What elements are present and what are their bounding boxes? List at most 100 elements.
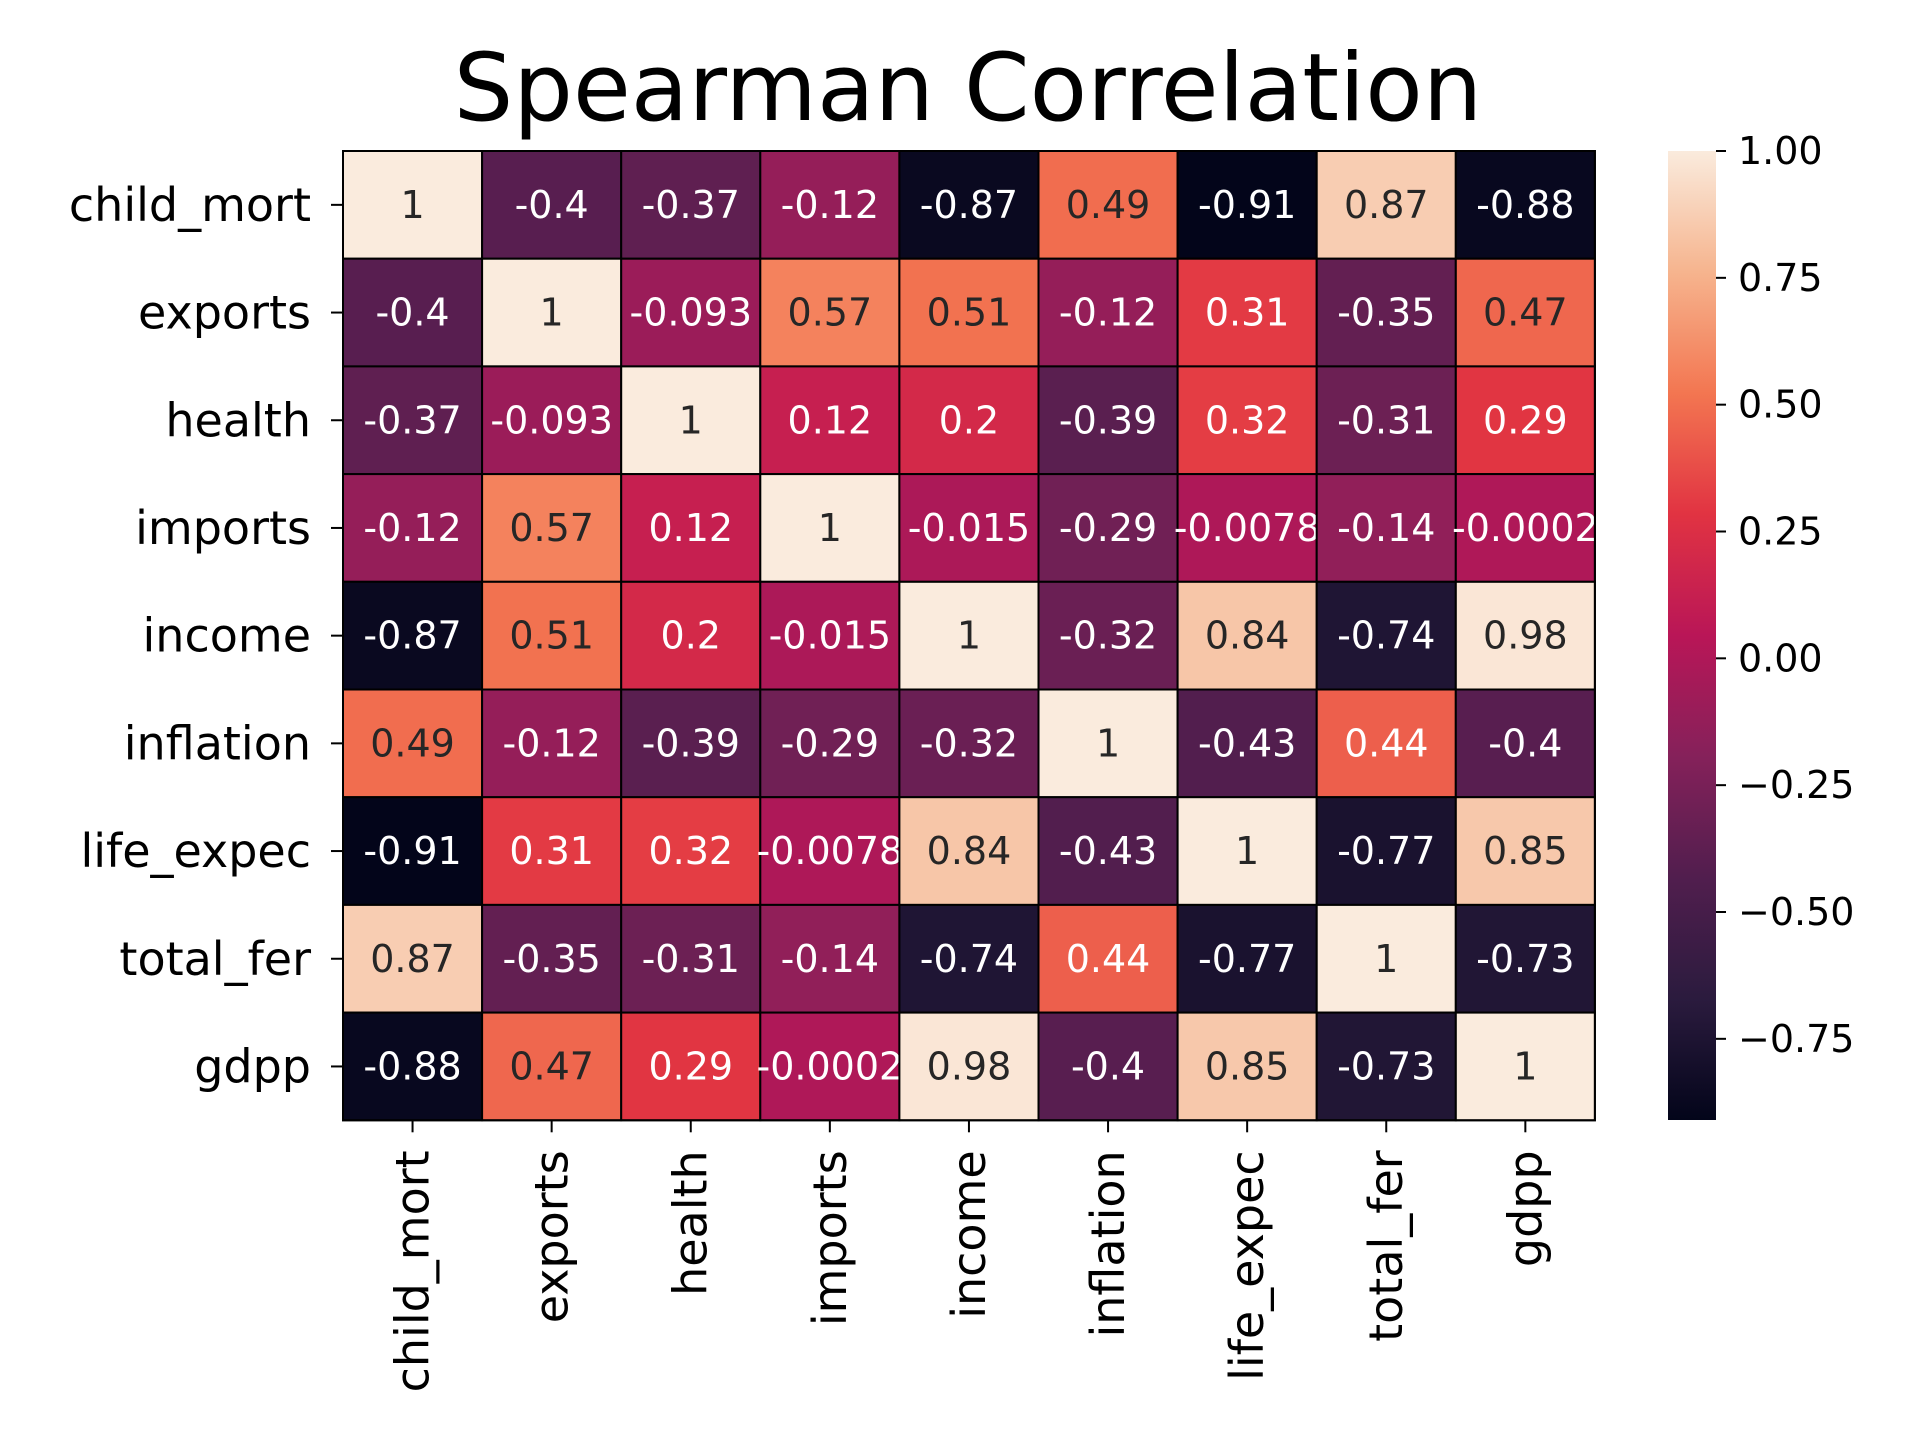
x-tick-label: income (942, 1150, 996, 1318)
y-tick-label: inflation (124, 716, 311, 770)
heatmap-cell (1315, 257, 1457, 368)
y-tick-label: gdpp (194, 1039, 311, 1093)
cell-value-label: 1 (1096, 721, 1120, 765)
heatmap-cell (481, 688, 623, 799)
colorbar: 1.00 0.75 0.50 0.25 0.00 −0.25 −0.50 −0.75 (1668, 129, 1854, 1120)
cell-value-label: -0.88 (1476, 183, 1574, 227)
y-tick-label: income (143, 609, 311, 663)
heatmap-cell (481, 796, 623, 906)
cell-value-label: 0.84 (1205, 614, 1290, 658)
cell-value-label: 0.85 (1483, 829, 1568, 873)
heatmap-cell (759, 580, 901, 691)
y-tick-label: child_mort (69, 178, 311, 232)
heatmap-cell (342, 796, 484, 906)
colorbar-tick-label: 0.00 (1738, 636, 1823, 680)
heatmap-cell (1454, 257, 1596, 368)
heatmap-cell (759, 903, 901, 1014)
heatmap-cell (1176, 365, 1318, 476)
cell-value-label: -0.015 (769, 614, 892, 658)
cell-value-label: -0.77 (1337, 829, 1435, 873)
x-tick-label: gdpp (1498, 1150, 1552, 1267)
heatmap-cell (342, 580, 484, 691)
cell-value-label: -0.74 (920, 937, 1018, 981)
heatmap-cell (481, 150, 623, 260)
cell-value-label: -0.12 (781, 183, 879, 227)
y-tick-label: total_fer (119, 932, 311, 986)
heatmap-cell (1176, 903, 1318, 1014)
colorbar-ticks: 1.00 0.75 0.50 0.25 0.00 −0.25 −0.50 −0.75 (1716, 129, 1854, 1061)
heatmap-cell (1176, 796, 1318, 906)
cell-value-label: 0.44 (1344, 721, 1429, 765)
cell-value-label: 0.57 (788, 291, 873, 335)
cell-value-label: 0.31 (509, 829, 594, 873)
cell-value-label: 0.49 (1066, 183, 1151, 227)
cell-value-label: 0.57 (509, 506, 594, 550)
x-tick-label: child_mort (386, 1150, 440, 1392)
cell-value-label: -0.35 (502, 937, 600, 981)
cell-value-label: 1 (957, 614, 981, 658)
heatmap-cells: 1 -0.4 -0.37 -0.12 -0.87 0.49 -0.91 0.87 -0.88 -0… (342, 150, 1599, 1122)
cell-value-label: 0.2 (661, 614, 721, 658)
heatmap-cell (342, 473, 484, 583)
heatmap-cell (620, 365, 762, 476)
colorbar-tick-label: −0.25 (1738, 763, 1854, 807)
cell-value-label: -0.87 (363, 614, 461, 658)
cell-value-label: -0.77 (1198, 937, 1296, 981)
cell-value-label: 1 (818, 506, 842, 550)
cell-value-label: 0.32 (1205, 398, 1290, 442)
cell-value-label: -0.32 (1059, 614, 1157, 658)
heatmap-cell (1037, 580, 1179, 691)
cell-value-label: 0.2 (939, 398, 999, 442)
x-axis: child_mort exports health imports income infl… (386, 1120, 1552, 1392)
heatmap-cell (620, 903, 762, 1014)
heatmap-cell (759, 688, 901, 799)
cell-value-label: 1 (400, 183, 424, 227)
cell-value-label: 0.29 (648, 1044, 733, 1088)
heatmap-cell (1037, 1011, 1179, 1122)
heatmap-cell (1454, 473, 1596, 583)
cell-value-label: -0.4 (515, 183, 589, 227)
heatmap-cell (1037, 150, 1179, 260)
y-tick-label: life_expec (80, 824, 311, 878)
cell-value-label: -0.093 (630, 291, 753, 335)
cell-value-label: -0.29 (1059, 506, 1157, 550)
cell-value-label: 0.98 (927, 1044, 1012, 1088)
heatmap-cell (759, 1011, 901, 1122)
cell-value-label: -0.91 (363, 829, 461, 873)
cell-value-label: -0.88 (363, 1044, 461, 1088)
colorbar-tick-label: 0.25 (1738, 509, 1823, 553)
y-tick-label: imports (135, 501, 311, 555)
heatmap-cell (898, 796, 1040, 906)
heatmap-cell (1037, 903, 1179, 1014)
cell-value-label: -0.14 (1337, 506, 1435, 550)
chart-title: Spearman Correlation (454, 34, 1483, 143)
cell-value-label: 0.87 (1344, 183, 1429, 227)
heatmap-cell (1454, 365, 1596, 476)
heatmap-cell (342, 257, 484, 368)
heatmap-cell (1176, 580, 1318, 691)
cell-value-label: -0.91 (1198, 183, 1296, 227)
heatmap-cell (1454, 580, 1596, 691)
cell-value-label: -0.32 (920, 721, 1018, 765)
cell-value-label: 0.12 (648, 506, 733, 550)
heatmap-cell (898, 903, 1040, 1014)
heatmap-cell (620, 688, 762, 799)
cell-value-label: -0.12 (1059, 291, 1157, 335)
colorbar-tick-label: −0.75 (1738, 1017, 1854, 1061)
cell-value-label: 0.51 (509, 614, 594, 658)
cell-value-label: 0.44 (1066, 937, 1151, 981)
cell-value-label: 0.47 (509, 1044, 594, 1088)
cell-value-label: 0.29 (1483, 398, 1568, 442)
heatmap-cell (759, 365, 901, 476)
heatmap-cell (342, 688, 484, 799)
cell-value-label: -0.39 (642, 721, 740, 765)
heatmap-cell (1315, 688, 1457, 799)
heatmap-cell (1454, 1011, 1596, 1122)
heatmap-cell (620, 580, 762, 691)
cell-value-label: 1 (540, 291, 564, 335)
colorbar-tick-label: 0.50 (1738, 383, 1823, 427)
x-tick-label: imports (803, 1150, 857, 1326)
cell-value-label: -0.31 (642, 937, 740, 981)
cell-value-label: -0.14 (781, 937, 879, 981)
